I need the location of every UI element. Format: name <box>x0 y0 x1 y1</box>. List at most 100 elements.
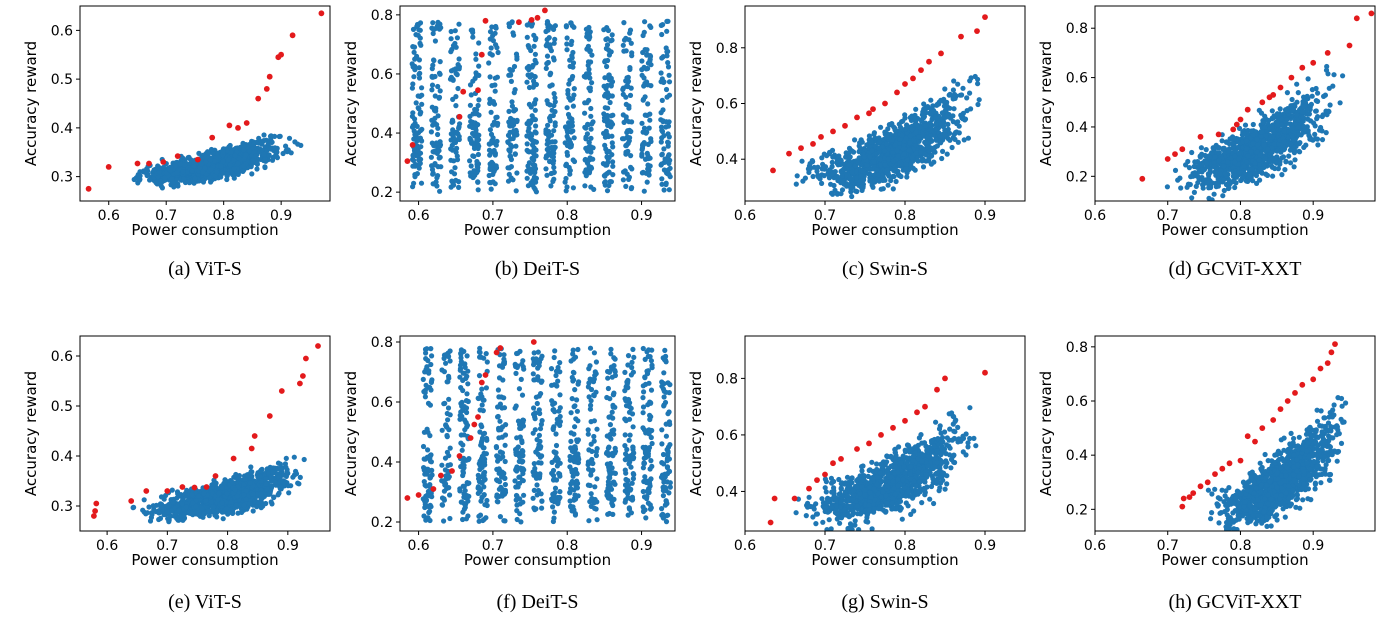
x-tick-label: 0.6 <box>734 208 756 224</box>
blue-point <box>166 519 172 525</box>
red-point <box>209 134 216 141</box>
blue-point <box>1300 114 1306 120</box>
blue-point <box>930 145 937 151</box>
blue-point <box>588 144 594 150</box>
blue-point <box>418 144 424 150</box>
blue-point <box>1189 149 1195 156</box>
blue-point <box>410 81 416 87</box>
blue-point <box>524 133 530 139</box>
blue-point <box>214 150 220 156</box>
blue-point <box>533 139 540 145</box>
blue-point <box>1274 148 1280 154</box>
red-point <box>226 122 233 129</box>
blue-point <box>514 132 520 138</box>
red-point <box>870 106 876 112</box>
blue-point <box>587 75 593 81</box>
blue-point <box>1243 138 1250 144</box>
blue-point <box>794 173 800 179</box>
blue-point <box>644 179 650 185</box>
blue-point <box>532 51 539 57</box>
blue-point <box>855 159 861 165</box>
blue-point <box>799 158 805 164</box>
blue-point <box>829 159 835 165</box>
red-point <box>842 122 848 129</box>
blue-point <box>1186 165 1192 171</box>
blue-point <box>921 101 927 107</box>
red-point <box>786 150 792 157</box>
blue-point <box>885 182 891 188</box>
blue-point <box>864 162 870 168</box>
blue-point <box>489 138 495 144</box>
blue-point <box>288 150 294 156</box>
blue-point <box>531 151 537 157</box>
blue-point <box>1231 136 1237 142</box>
blue-point <box>603 91 609 97</box>
blue-point <box>563 23 570 29</box>
blue-point <box>532 57 538 64</box>
blue-point <box>430 122 436 128</box>
blue-point <box>526 44 532 51</box>
blue-point <box>839 187 846 193</box>
blue-point <box>189 168 195 174</box>
blue-point <box>607 119 613 125</box>
blue-point <box>205 149 211 155</box>
blue-point <box>609 140 615 146</box>
blue-point <box>582 110 588 116</box>
blue-point <box>941 119 947 126</box>
blue-point <box>929 116 935 123</box>
blue-point <box>871 159 877 165</box>
blue-point <box>475 165 481 171</box>
blue-point <box>456 21 462 27</box>
blue-point <box>1284 90 1290 96</box>
blue-point <box>890 158 896 164</box>
blue-point <box>474 158 480 165</box>
blue-point <box>590 156 596 162</box>
blue-point <box>158 178 164 184</box>
blue-point <box>1205 171 1211 177</box>
blue-point <box>920 156 926 162</box>
blue-point <box>235 160 241 167</box>
blue-point <box>419 126 425 132</box>
blue-point <box>639 120 645 126</box>
blue-point <box>1226 180 1232 186</box>
blue-point <box>603 162 609 168</box>
blue-point <box>249 171 255 177</box>
blue-point <box>428 129 434 135</box>
blue-point <box>624 171 630 177</box>
red-point <box>404 158 411 165</box>
blue-point <box>1185 181 1191 187</box>
blue-point <box>531 174 538 180</box>
blue-point <box>934 101 940 107</box>
blue-point <box>641 64 647 70</box>
axes-frame <box>399 5 676 202</box>
blue-point <box>1243 146 1250 152</box>
red-point <box>1259 99 1266 106</box>
red-point <box>1346 42 1353 49</box>
blue-point <box>840 161 846 167</box>
blue-point <box>625 74 631 80</box>
blue-point <box>1315 98 1321 104</box>
blue-point <box>220 149 226 155</box>
blue-point <box>570 103 577 109</box>
blue-point <box>410 26 417 32</box>
blue-point <box>945 121 951 127</box>
blue-point <box>628 153 634 159</box>
blue-point <box>602 179 609 185</box>
blue-point <box>1204 180 1210 186</box>
blue-point <box>1175 177 1181 183</box>
blue-point <box>944 103 950 110</box>
red-point <box>1237 116 1244 123</box>
blue-point <box>526 160 533 166</box>
blue-point <box>583 26 590 32</box>
blue-point <box>274 149 280 155</box>
red-point <box>456 113 463 120</box>
blue-point <box>543 65 549 71</box>
y-tick-label: 0.6 <box>1066 71 1088 87</box>
blue-point <box>437 188 443 194</box>
blue-point <box>940 148 946 154</box>
blue-point <box>839 173 845 179</box>
blue-point <box>588 105 594 112</box>
blue-point <box>933 137 940 143</box>
blue-point <box>645 171 652 177</box>
blue-point <box>923 139 929 145</box>
